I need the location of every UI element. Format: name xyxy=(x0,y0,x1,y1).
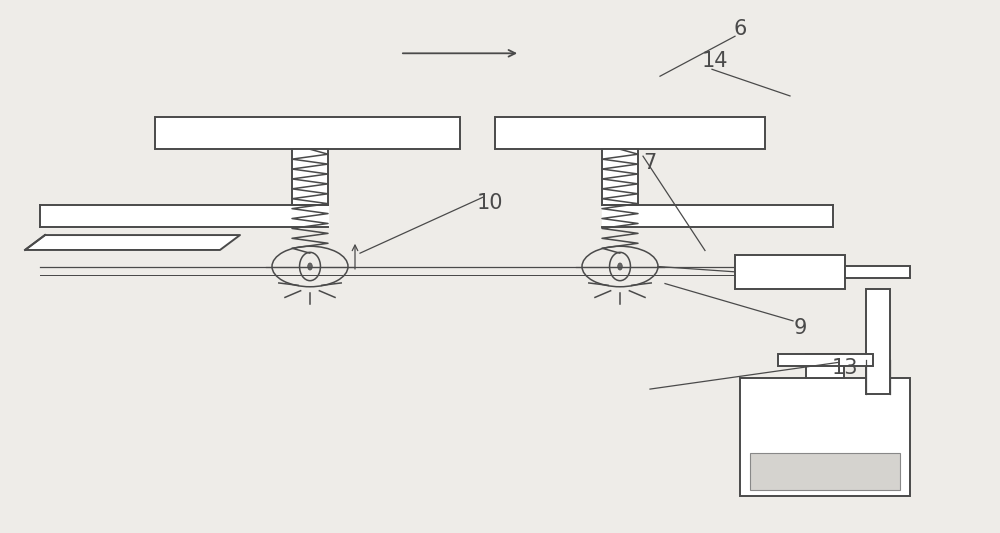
Polygon shape xyxy=(25,235,240,250)
Text: 6: 6 xyxy=(733,19,747,39)
Bar xyxy=(806,354,844,378)
Bar xyxy=(845,266,910,278)
Bar xyxy=(750,453,900,490)
Ellipse shape xyxy=(618,263,622,270)
Polygon shape xyxy=(40,205,328,227)
Bar xyxy=(292,149,328,205)
Bar xyxy=(740,378,910,496)
Bar xyxy=(735,255,845,289)
Polygon shape xyxy=(602,205,833,227)
Bar xyxy=(602,149,638,205)
Text: 10: 10 xyxy=(477,192,503,213)
Bar xyxy=(495,117,765,149)
Bar xyxy=(778,354,872,366)
Ellipse shape xyxy=(308,263,312,270)
Text: 13: 13 xyxy=(832,358,858,378)
Text: 7: 7 xyxy=(643,152,657,173)
Bar xyxy=(866,289,890,394)
Bar xyxy=(155,117,460,149)
Text: 14: 14 xyxy=(702,51,728,71)
Text: 9: 9 xyxy=(793,318,807,338)
